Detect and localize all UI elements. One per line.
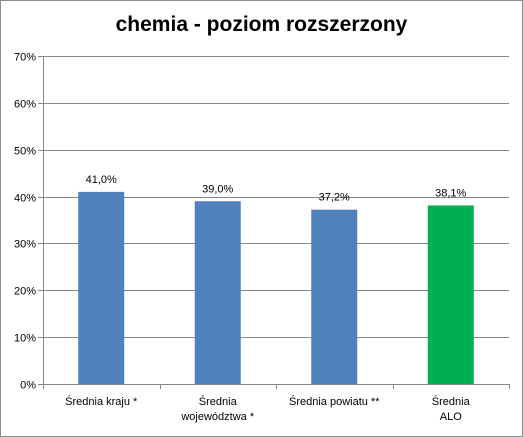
y-tick-label: 40% bbox=[14, 193, 36, 205]
x-tick-label: województwa * bbox=[180, 411, 254, 423]
data-label: 41,0% bbox=[86, 174, 117, 186]
data-label: 38,1% bbox=[435, 187, 466, 199]
y-tick-label: 70% bbox=[14, 52, 36, 64]
y-tick-label: 10% bbox=[14, 333, 36, 345]
bar bbox=[194, 201, 241, 384]
y-tick-label: 50% bbox=[14, 146, 36, 158]
x-tick-label: Średnia kraju * bbox=[65, 395, 138, 408]
x-tick-label: Średnia powiatu ** bbox=[289, 395, 380, 408]
bar bbox=[78, 191, 125, 384]
x-tick-label: ALO bbox=[440, 411, 462, 423]
data-label: 39,0% bbox=[202, 183, 233, 195]
chart-title: chemia - poziom rozszerzony bbox=[115, 13, 408, 36]
y-tick-label: 60% bbox=[14, 99, 36, 111]
y-tick-label: 20% bbox=[14, 286, 36, 298]
y-tick-label: 0% bbox=[20, 380, 36, 392]
bar bbox=[311, 209, 358, 384]
x-tick-label: Średnia bbox=[432, 395, 471, 408]
bar bbox=[427, 205, 474, 384]
y-tick-label: 30% bbox=[14, 239, 36, 251]
x-tick-label: Średnia bbox=[199, 395, 238, 408]
data-label: 37,2% bbox=[319, 192, 350, 204]
